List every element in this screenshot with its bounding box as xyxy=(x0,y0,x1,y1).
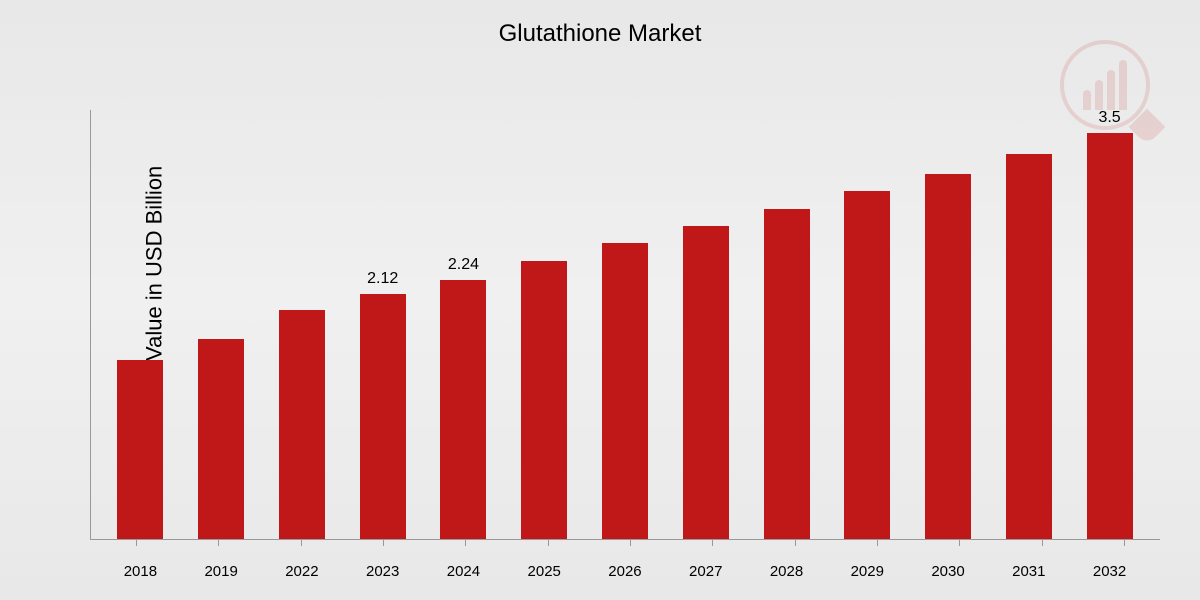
bar-group: 2.24 xyxy=(433,280,493,540)
bar-value-label: 2.24 xyxy=(448,256,479,274)
bar xyxy=(440,280,486,540)
x-axis-tick-label: 2031 xyxy=(999,563,1059,580)
x-axis-tick-label: 2027 xyxy=(676,563,736,580)
x-axis-tick xyxy=(1124,540,1125,546)
bar xyxy=(1006,154,1052,540)
bar xyxy=(1087,133,1133,540)
bar xyxy=(925,174,971,540)
x-axis-tick xyxy=(548,540,549,546)
bar-group xyxy=(999,154,1059,540)
x-axis-tick-label: 2019 xyxy=(191,563,251,580)
bar-value-label: 3.5 xyxy=(1098,109,1120,127)
bar xyxy=(844,191,890,540)
bar xyxy=(117,360,163,540)
bar xyxy=(279,310,325,540)
x-axis-line xyxy=(90,539,1160,540)
x-axis-tick xyxy=(218,540,219,546)
x-axis-tick xyxy=(959,540,960,546)
bar-group xyxy=(918,174,978,540)
x-axis-tick-label: 2022 xyxy=(272,563,332,580)
x-axis-tick-label: 2023 xyxy=(353,563,413,580)
x-axis-tick-label: 2029 xyxy=(837,563,897,580)
bar-group xyxy=(757,209,817,540)
bar-group: 3.5 xyxy=(1080,133,1140,540)
bar-group xyxy=(272,310,332,540)
bar-group xyxy=(110,360,170,540)
bar xyxy=(764,209,810,540)
bar xyxy=(198,339,244,540)
bar-group xyxy=(676,226,736,540)
chart-title: Glutathione Market xyxy=(0,0,1200,48)
x-axis-tick xyxy=(712,540,713,546)
bar xyxy=(360,294,406,540)
x-axis-tick-label: 2030 xyxy=(918,563,978,580)
bar-group xyxy=(595,243,655,541)
bar-group xyxy=(191,339,251,540)
x-axis-tick xyxy=(136,540,137,546)
x-axis-tick-label: 2024 xyxy=(433,563,493,580)
x-axis-labels: 2018 2019 2022 2023 2024 2025 2026 2027 2028 2029… xyxy=(90,563,1160,580)
x-axis-tick-label: 2026 xyxy=(595,563,655,580)
bar-group: 2.12 xyxy=(353,294,413,540)
bars-container: 2.12 2.24 3.5 xyxy=(90,110,1160,540)
x-axis-tick xyxy=(301,540,302,546)
x-axis-tick xyxy=(383,540,384,546)
bar-group xyxy=(837,191,897,540)
bar xyxy=(521,261,567,540)
x-axis-tick-label: 2032 xyxy=(1080,563,1140,580)
x-axis-tick xyxy=(630,540,631,546)
x-axis-tick-label: 2025 xyxy=(514,563,574,580)
bar-group xyxy=(514,261,574,540)
bar xyxy=(683,226,729,540)
bar xyxy=(602,243,648,541)
bar-value-label: 2.12 xyxy=(367,270,398,288)
x-axis-tick-label: 2018 xyxy=(110,563,170,580)
x-axis-tick xyxy=(465,540,466,546)
x-axis-tick xyxy=(1042,540,1043,546)
plot-area: 2.12 2.24 3.5 xyxy=(90,110,1160,540)
x-axis-tick xyxy=(795,540,796,546)
x-axis-tick xyxy=(877,540,878,546)
x-axis-tick-label: 2028 xyxy=(757,563,817,580)
chart-container: Glutathione Market Market Value in USD B… xyxy=(0,0,1200,600)
